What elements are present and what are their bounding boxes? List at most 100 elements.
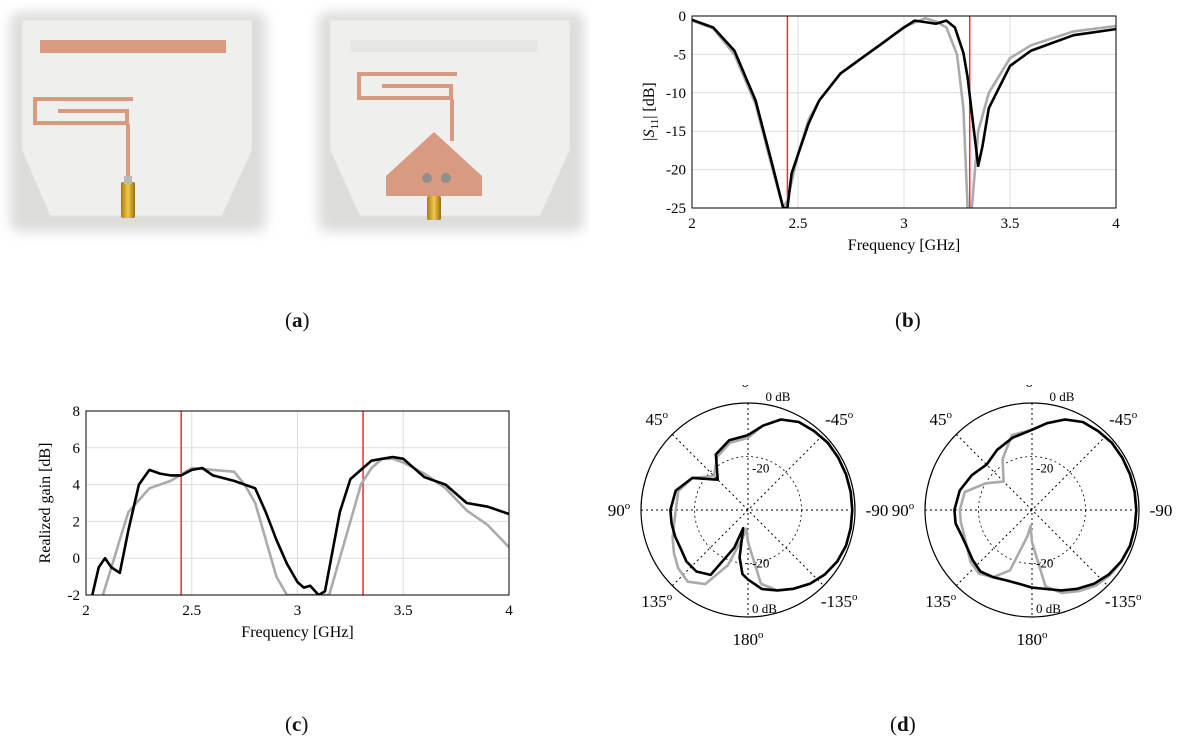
angle-label: -135o: [821, 591, 858, 611]
angle-label: -45o: [1109, 409, 1138, 429]
y-tick-label: -20: [666, 163, 686, 179]
angle-label: 45o: [646, 409, 669, 429]
angle-label-value: 90: [892, 501, 909, 520]
angle-label: -90: [866, 501, 889, 520]
angle-label-degree: o: [1042, 629, 1048, 641]
measured-pattern: [669, 418, 854, 592]
copper-strip: [40, 40, 226, 53]
ring-label: 0 dB: [752, 601, 777, 616]
y-axis-label-tail: | [dB]: [641, 82, 658, 119]
y-tick-label: 2: [73, 514, 81, 530]
angle-label-value: 135: [641, 592, 667, 611]
y-axis-label: |S11| [dB]: [641, 82, 661, 142]
ring-label: 0 dB: [766, 389, 791, 404]
x-tick-label: 4: [1112, 216, 1120, 232]
caption-a: (a): [285, 308, 310, 332]
ring-label: 0 dB: [1036, 601, 1061, 616]
x-tick-label: 3.5: [394, 603, 413, 619]
angle-label-degree: o: [1136, 591, 1142, 603]
x-axis-label: Frequency [GHz]: [241, 624, 353, 641]
ring-label: 0 dB: [1050, 389, 1075, 404]
spoke-line: [671, 433, 825, 587]
y-tick-label: -10: [666, 86, 686, 102]
antenna-board-left: [10, 12, 266, 232]
angle-label: 135o: [925, 591, 957, 611]
y-tick-label: -2: [68, 588, 81, 604]
y-tick-label: -15: [666, 124, 686, 140]
y-tick-label: 8: [73, 404, 81, 420]
angle-label-degree: o: [663, 409, 669, 421]
measured-line: [91, 455, 509, 595]
ring-label: -20: [1036, 461, 1053, 476]
angle-label-value: 180: [1017, 630, 1043, 649]
ring-label: -20: [752, 461, 769, 476]
x-tick-label: 4: [505, 603, 513, 619]
angle-label-value: -90: [866, 501, 889, 520]
plot-frame: [691, 15, 1117, 209]
angle-label-degree: o: [1132, 409, 1138, 421]
angle-label: 135o: [641, 591, 673, 611]
angle-label-value: -90: [1150, 501, 1173, 520]
angle-label: 45o: [930, 409, 953, 429]
angle-label: 90o: [892, 500, 915, 520]
angle-label: -135o: [1105, 591, 1142, 611]
measured-line: [692, 18, 1116, 208]
y-axis-label-sub: 11: [649, 119, 661, 130]
angle-label-degree: o: [951, 591, 957, 603]
x-tick-label: 3: [294, 603, 302, 619]
angle-label-value: -45: [1109, 410, 1132, 429]
angle-label: 180o: [733, 629, 765, 649]
x-tick-label: 2.5: [789, 216, 808, 232]
angle-label-degree: o: [848, 409, 854, 421]
ring-label: -20: [1036, 556, 1053, 571]
y-tick-label: 6: [73, 441, 81, 457]
plot-area: [91, 411, 509, 595]
caption-c: (c): [285, 712, 309, 736]
sma-connector: [121, 182, 135, 218]
angle-label: 180o: [1017, 629, 1049, 649]
measured-pattern: [953, 418, 1138, 592]
gain-chart: 2 2.5 3 3.5 4 8 6 4 2 0 -2 Frequency [GHz] Realized …: [37, 404, 513, 641]
angle-label: 90o: [608, 500, 631, 520]
ground-plane: [386, 132, 482, 196]
y-tick-label: 0: [679, 9, 687, 25]
meander-trace: [33, 97, 133, 125]
y-tick-label: 0: [73, 551, 81, 567]
angle-label-degree: o: [909, 500, 915, 512]
ring-label: -20: [752, 556, 769, 571]
angle-label: 0o: [1025, 385, 1040, 391]
x-tick-label: 3.5: [1001, 216, 1020, 232]
angle-label-degree: o: [625, 500, 631, 512]
caption-d: (d): [890, 712, 916, 736]
y-tick-label: -5: [674, 47, 687, 63]
x-tick-label: 3: [900, 216, 908, 232]
x-axis-label: Frequency [GHz]: [848, 237, 960, 254]
spoke-line: [955, 433, 1109, 587]
angle-label-degree: o: [667, 591, 673, 603]
antenna-board-right: [318, 12, 584, 232]
angle-label-degree: o: [852, 591, 858, 603]
angle-label: -45o: [825, 409, 854, 429]
angle-label-value: 45: [930, 410, 947, 429]
x-tick-label: 2.5: [182, 603, 201, 619]
simulated-line: [101, 457, 509, 595]
angle-label-value: 0: [1025, 385, 1034, 391]
x-tick-label: 2: [82, 603, 90, 619]
caption-b: (b): [895, 308, 921, 332]
angle-label-value: 90: [608, 501, 625, 520]
y-tick-label: 4: [73, 478, 81, 494]
antenna-photos: [10, 12, 584, 232]
angle-label-value: 180: [733, 630, 759, 649]
y-axis-label: Realized gain [dB]: [37, 443, 54, 564]
angle-label-value: -45: [825, 410, 848, 429]
x-tick-label: 2: [688, 216, 696, 232]
angle-label-value: 0: [741, 385, 750, 391]
y-axis-label-main: |S: [641, 129, 658, 141]
angle-label-degree: o: [947, 409, 953, 421]
angle-label: -90: [1150, 501, 1173, 520]
y-tick-label: -25: [666, 201, 686, 217]
angle-label-value: -135: [1105, 592, 1136, 611]
